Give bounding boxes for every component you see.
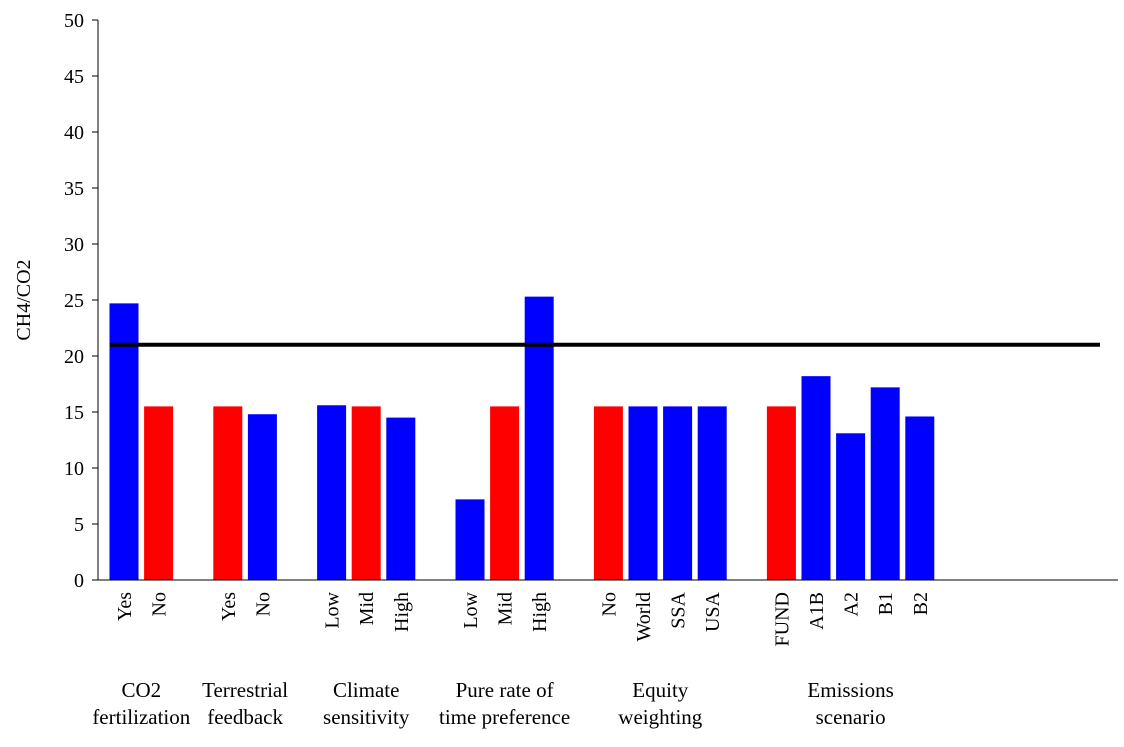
- category-label: B2: [910, 592, 932, 615]
- y-tick-label: 15: [64, 402, 84, 424]
- category-label: No: [598, 592, 620, 616]
- bar: [836, 433, 866, 580]
- y-tick-label: 20: [64, 346, 84, 368]
- bars: [109, 296, 935, 580]
- category-label: B1: [875, 592, 897, 615]
- bar: [386, 417, 416, 580]
- category-label: No: [149, 592, 171, 616]
- group-label: Equity weighting: [618, 678, 702, 729]
- bar: [490, 406, 520, 580]
- bar: [144, 406, 174, 580]
- group-label: CO2 fertilization: [92, 678, 190, 729]
- category-label: No: [252, 592, 274, 616]
- bar: [766, 406, 796, 580]
- category-label: A2: [841, 592, 863, 616]
- y-axis-label: CH4/CO2: [13, 259, 35, 340]
- category-label: A1B: [806, 592, 828, 630]
- category-label: Low: [322, 591, 344, 628]
- category-label: High: [391, 592, 413, 632]
- bar: [801, 376, 831, 580]
- category-label: Yes: [218, 592, 240, 621]
- category-label: Mid: [495, 592, 517, 625]
- bar: [317, 405, 347, 580]
- group-label: Terrestrial feedback: [202, 678, 288, 729]
- y-tick-label: 5: [74, 514, 84, 536]
- y-tick-label: 35: [64, 178, 84, 200]
- bar: [870, 387, 900, 580]
- category-label: FUND: [771, 592, 793, 646]
- category-labels: Yes No Yes No Low Mid High Low Mid High No World SSA…: [114, 591, 932, 646]
- group-label: Emissions scenario: [807, 678, 893, 729]
- y-tick-label: 25: [64, 290, 84, 312]
- bar: [697, 406, 727, 580]
- category-label: USA: [702, 591, 724, 632]
- y-tick-label: 0: [74, 570, 84, 592]
- category-label: World: [633, 592, 655, 642]
- category-label: Mid: [356, 592, 378, 625]
- bar: [213, 406, 243, 580]
- y-tick-label: 10: [64, 458, 84, 480]
- group-label: Pure rate of time preference: [439, 678, 570, 729]
- y-tick-label: 30: [64, 234, 84, 256]
- bar: [109, 303, 139, 580]
- bar: [351, 406, 381, 580]
- bar: [247, 414, 277, 580]
- bar: [905, 416, 935, 580]
- y-tick-label: 50: [64, 10, 84, 32]
- group-label: Climate sensitivity: [323, 678, 410, 729]
- bar: [455, 499, 485, 580]
- category-label: Yes: [114, 592, 136, 621]
- y-axis-ticks: 0 5 10 15 20 25 30 35 40 45 50: [64, 10, 98, 592]
- category-label: SSA: [668, 591, 690, 628]
- bar: [524, 296, 554, 580]
- category-label: High: [529, 592, 551, 632]
- y-tick-label: 40: [64, 122, 84, 144]
- bar: [663, 406, 693, 580]
- category-label: Low: [460, 591, 482, 628]
- y-tick-label: 45: [64, 66, 84, 88]
- bar: [628, 406, 658, 580]
- bar: [593, 406, 623, 580]
